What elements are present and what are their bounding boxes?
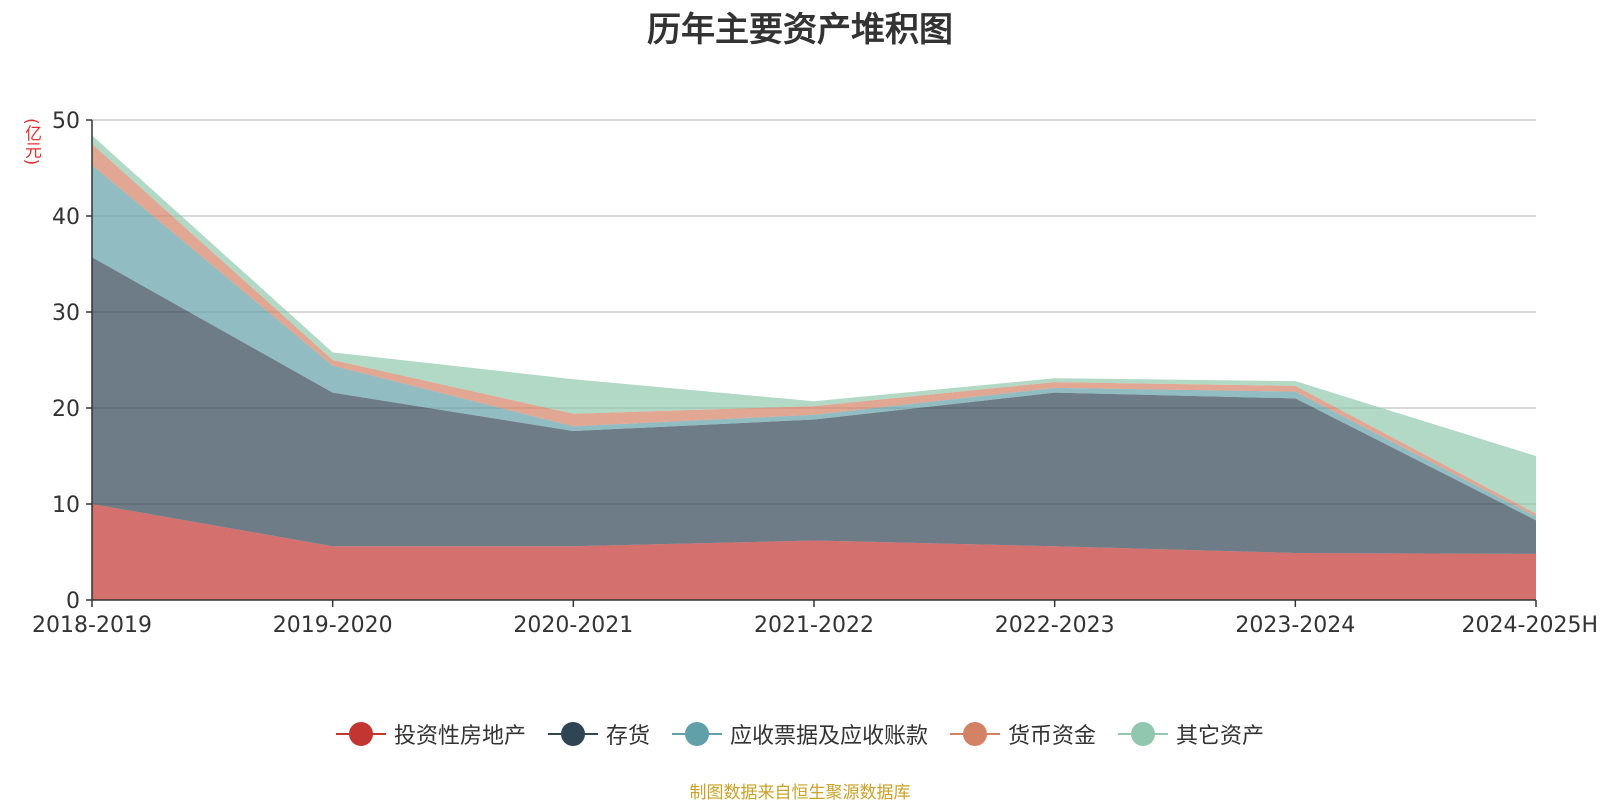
y-tick-label: 40 — [52, 205, 80, 230]
data-source-note: 制图数据来自恒生聚源数据库 — [689, 783, 911, 803]
legend-label: 投资性房地产 — [393, 724, 526, 749]
chart-title: 历年主要资产堆积图 — [647, 10, 953, 50]
legend-item-2[interactable]: 应收票据及应收账款 — [671, 718, 928, 750]
legend-marker-icon — [1118, 721, 1169, 747]
legend-label: 货币资金 — [1008, 724, 1097, 749]
area-series-1 — [92, 257, 1536, 554]
legend-label: 存货 — [605, 724, 650, 749]
legend-label: 其它资产 — [1176, 724, 1265, 749]
y-tick-label: 50 — [52, 109, 80, 134]
y-tick-label: 20 — [52, 397, 80, 422]
legend-marker-icon — [671, 721, 722, 747]
legend-label: 应收票据及应收账款 — [729, 724, 928, 749]
y-tick-label: 10 — [52, 493, 80, 518]
x-tick-label: 2019-2020 — [273, 613, 393, 638]
legend-item-3[interactable]: 货币资金 — [950, 718, 1096, 750]
legend-item-0[interactable]: 投资性房地产 — [335, 718, 526, 750]
y-tick-label: 30 — [52, 301, 80, 326]
legend-marker-icon — [547, 721, 598, 747]
legend-marker-icon — [950, 721, 1000, 747]
x-tick-label: 2021-2022 — [754, 613, 874, 638]
y-axis-unit-label: (亿元) — [21, 118, 41, 166]
x-tick-label: 2022-2023 — [995, 613, 1115, 638]
legend-marker-icon — [335, 721, 386, 747]
x-tick-label: 2018-2019 — [32, 613, 152, 638]
y-tick-label: 0 — [66, 589, 80, 614]
chart-legend: 投资性房地产 存货 应收票据及应收账款 货币资金 其它资产 — [0, 716, 1600, 752]
legend-item-1[interactable]: 存货 — [547, 718, 650, 750]
legend-item-4[interactable]: 其它资产 — [1118, 718, 1264, 750]
area-series-0 — [92, 504, 1536, 600]
stacked-area-chart: 0 10 20 30 40 50 2018-2019 2019-2020 2020-2021 20… — [32, 109, 1598, 638]
x-tick-label: 2023-2024 — [1235, 613, 1355, 638]
x-tick-label: 2024-2025H — [1462, 613, 1598, 638]
x-tick-label: 2020-2021 — [513, 613, 633, 638]
